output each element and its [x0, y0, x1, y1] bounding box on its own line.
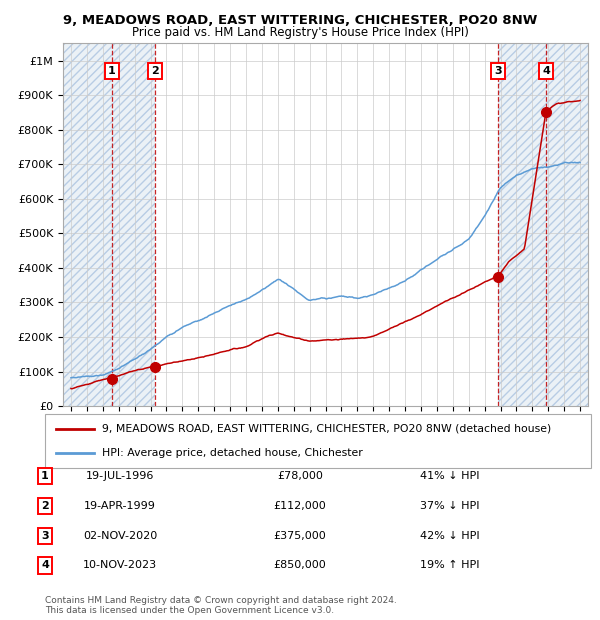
- Bar: [63, 43, 112, 406]
- Bar: [498, 43, 546, 406]
- Bar: [112, 43, 155, 406]
- Text: £78,000: £78,000: [277, 471, 323, 481]
- FancyBboxPatch shape: [45, 414, 591, 468]
- Text: HPI: Average price, detached house, Chichester: HPI: Average price, detached house, Chic…: [103, 448, 363, 458]
- Text: 1: 1: [41, 471, 49, 481]
- Text: 3: 3: [494, 66, 502, 76]
- Text: 37% ↓ HPI: 37% ↓ HPI: [420, 501, 480, 511]
- Text: 1: 1: [107, 66, 115, 76]
- Text: 19-JUL-1996: 19-JUL-1996: [86, 471, 154, 481]
- Text: 9, MEADOWS ROAD, EAST WITTERING, CHICHESTER, PO20 8NW (detached house): 9, MEADOWS ROAD, EAST WITTERING, CHICHES…: [103, 424, 551, 434]
- Bar: [498, 43, 546, 406]
- Text: 4: 4: [542, 66, 550, 76]
- Text: Contains HM Land Registry data © Crown copyright and database right 2024.
This d: Contains HM Land Registry data © Crown c…: [45, 596, 397, 615]
- Text: £850,000: £850,000: [274, 560, 326, 570]
- Bar: [546, 43, 588, 406]
- Text: 2: 2: [41, 501, 49, 511]
- Bar: [546, 43, 588, 406]
- Text: £375,000: £375,000: [274, 531, 326, 541]
- Bar: [112, 43, 155, 406]
- Text: 02-NOV-2020: 02-NOV-2020: [83, 531, 157, 541]
- Text: 2: 2: [151, 66, 159, 76]
- Text: 10-NOV-2023: 10-NOV-2023: [83, 560, 157, 570]
- Text: 42% ↓ HPI: 42% ↓ HPI: [420, 531, 480, 541]
- Text: 41% ↓ HPI: 41% ↓ HPI: [420, 471, 480, 481]
- Text: 4: 4: [41, 560, 49, 570]
- Text: 19-APR-1999: 19-APR-1999: [84, 501, 156, 511]
- Text: 9, MEADOWS ROAD, EAST WITTERING, CHICHESTER, PO20 8NW: 9, MEADOWS ROAD, EAST WITTERING, CHICHES…: [63, 14, 537, 27]
- Bar: [63, 43, 112, 406]
- Text: 3: 3: [41, 531, 49, 541]
- Text: £112,000: £112,000: [274, 501, 326, 511]
- Text: Price paid vs. HM Land Registry's House Price Index (HPI): Price paid vs. HM Land Registry's House …: [131, 26, 469, 39]
- Text: 19% ↑ HPI: 19% ↑ HPI: [420, 560, 480, 570]
